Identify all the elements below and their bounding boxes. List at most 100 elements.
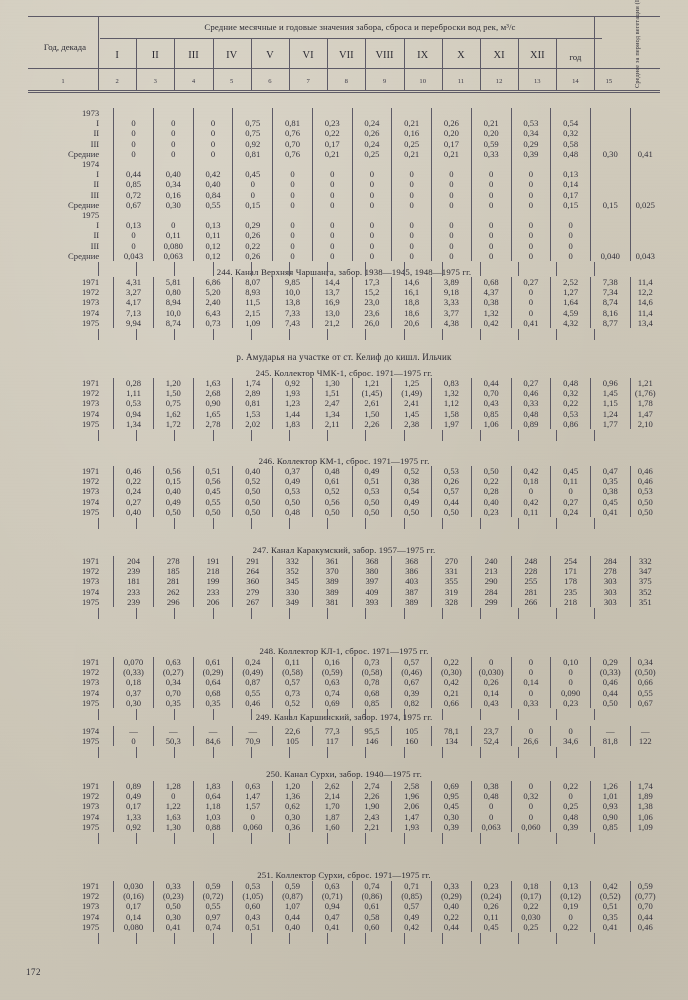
table-cell — [589, 169, 631, 180]
data-table-t251: 1971 0,030 0,33 0,59 0,53 0,59 0,63 0,74 0,71 0,3… — [28, 881, 660, 933]
table-cell: (1,76) — [629, 388, 660, 399]
table-cell: 331 — [431, 566, 472, 577]
table-cell: 0 — [113, 128, 154, 139]
table-cell: 4,17 — [113, 297, 154, 308]
table-row: 1975 — [28, 210, 660, 221]
table-cell: 0,60 — [232, 901, 273, 912]
table-cell: 1,93 — [272, 388, 313, 399]
table-cell: 0 — [311, 240, 353, 251]
table-cell: 0 — [152, 138, 194, 149]
table-cell: 9,18 — [431, 287, 472, 298]
table-cell: 1,93 — [391, 821, 432, 833]
table-cell: 0,26 — [470, 677, 512, 688]
table-cell: 3,27 — [113, 287, 154, 298]
table-cell: 0,21 — [470, 118, 512, 129]
table-cell: 0,44 — [431, 496, 472, 507]
column-rule — [365, 833, 367, 844]
table-cell: 0,94 — [311, 901, 353, 912]
column-rule — [327, 518, 329, 529]
table-cell: 0,56 — [311, 496, 353, 507]
table-cell: 0 — [550, 911, 591, 922]
table-cell: 0,50 — [629, 496, 660, 507]
table-cell: 0 — [510, 250, 551, 262]
table-cell: 117 — [311, 736, 353, 747]
table-cell: 267 — [232, 596, 273, 608]
table-cell: 105 — [391, 726, 432, 737]
column-rule — [556, 518, 558, 529]
table-cell: 4,31 — [113, 277, 154, 288]
table-cell: 0,66 — [629, 677, 660, 688]
table-cell: 270 — [431, 556, 472, 567]
table-cell: 0,46 — [629, 921, 660, 933]
table-cell: 0,41 — [589, 506, 631, 518]
table-cell: 0 — [152, 148, 194, 160]
table-cell: 0 — [311, 230, 353, 241]
table-cell: (0,23) — [152, 891, 194, 902]
table-cell: 0,24 — [232, 657, 273, 668]
table-cell: 0,72 — [113, 189, 154, 200]
table-cell: 0,50 — [589, 697, 631, 709]
table-cell: 0 — [351, 189, 392, 200]
table-cell — [232, 108, 273, 119]
table-cell: 0,59 — [629, 881, 660, 892]
column-rule — [441, 833, 443, 844]
column-rule — [518, 329, 520, 340]
table-cell: 0,46 — [113, 466, 154, 477]
table-cell: 0,30 — [152, 199, 194, 211]
table-cell: 13,0 — [311, 307, 353, 318]
table-cell: 0 — [550, 230, 591, 241]
table-cell: 0,46 — [589, 677, 631, 688]
table-cell: 0,043 — [629, 250, 660, 262]
table-row: 1974 0,27 0,49 0,55 0,50 0,50 0,56 0,50 0,49 0,44… — [28, 496, 660, 507]
data-table-t245: 1971 0,28 1,20 1,63 1,74 0,92 1,30 1,21 1,25 0,83… — [28, 378, 660, 430]
table-cell: 0 — [113, 118, 154, 129]
table-cell: 0,18 — [510, 881, 551, 892]
row-label: 1973 — [81, 108, 100, 118]
column-rule — [289, 608, 290, 619]
table-cell: 0,59 — [192, 881, 233, 892]
table-cell: (0,29) — [431, 891, 472, 902]
table-cell: 0 — [311, 169, 353, 180]
table-cell: (0,27) — [152, 667, 194, 678]
row-label: 1972 — [81, 388, 100, 399]
table-cell: 6,43 — [192, 307, 233, 318]
table-cell: 255 — [510, 576, 551, 587]
table-cell: 0,37 — [272, 466, 313, 477]
table-cell: 0,48 — [311, 466, 353, 477]
table-cell: 0,64 — [192, 791, 233, 802]
table-cell: 0,35 — [589, 911, 631, 922]
column-rule — [174, 518, 176, 529]
table-cell: 0,41 — [311, 921, 353, 933]
column-rule — [250, 262, 252, 276]
data-table-t246: 1971 0,46 0,56 0,51 0,40 0,37 0,48 0,49 0,52 0,53… — [28, 466, 660, 518]
table-cell: 0,063 — [470, 821, 512, 833]
row-label: 1974 — [81, 811, 100, 822]
column-rule — [136, 833, 138, 844]
table-cell: 0,69 — [431, 781, 472, 792]
table-cell: 0,51 — [351, 476, 392, 487]
table-cell: 0,32 — [550, 388, 591, 399]
table-cell: 0 — [192, 128, 233, 139]
table-cell: 0,53 — [550, 408, 591, 419]
row-label: II — [93, 128, 100, 139]
table-row: 1971 0,89 1,28 1,83 0,63 1,20 2,62 2,74 2,58 0,69… — [28, 781, 660, 792]
table-cell: 397 — [351, 576, 392, 587]
column-rule — [327, 747, 329, 759]
table-cell — [311, 210, 353, 221]
table-cell — [351, 210, 392, 221]
column-rule — [441, 933, 443, 944]
table-cell: (0,29) — [192, 667, 233, 678]
table-cell: 0,55 — [192, 496, 233, 507]
table-row: Средние 0,67 0,30 0,55 0,15 0 0 0 0 0 0 0 0,15 0,15 0,… — [28, 199, 660, 211]
row-label: 1972 — [81, 287, 100, 298]
column-number: 2 — [115, 78, 119, 85]
table-cell — [629, 159, 660, 170]
table-cell: 1,78 — [629, 398, 660, 409]
table-cell: 368 — [391, 556, 432, 567]
table-cell: 0,53 — [232, 881, 273, 892]
table-cell — [589, 220, 631, 231]
table-cell: 0,92 — [272, 378, 313, 389]
table-cell: 0 — [351, 250, 392, 262]
table-cell: 0,070 — [113, 657, 154, 668]
table-cell — [550, 210, 591, 221]
